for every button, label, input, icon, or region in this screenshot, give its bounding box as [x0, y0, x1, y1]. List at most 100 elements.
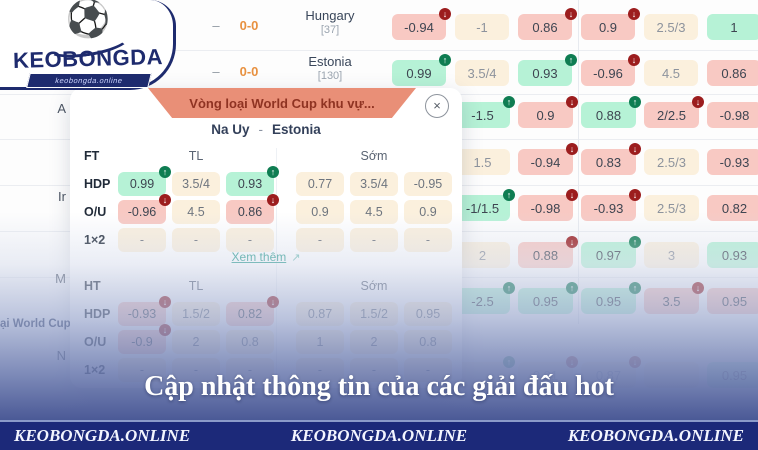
odds-pill[interactable]: - [404, 228, 452, 252]
footer-bar: KEOBONGDA.ONLINE KEOBONGDA.ONLINE KEOBON… [0, 420, 758, 450]
odds-group-som: 0.87 1.5/2 0.95 [296, 302, 452, 326]
odds-down-icon: ↓ [566, 96, 578, 108]
odds-pill[interactable]: 2 [172, 330, 220, 354]
odds-pill[interactable]: -0.98 [707, 102, 758, 128]
odds-pill[interactable]: 1.5 [455, 149, 510, 175]
team-name[interactable]: Estonia [308, 54, 352, 69]
team-name[interactable]: Hungary [305, 8, 355, 23]
odds-down-icon: ↓ [159, 296, 171, 308]
odds-pill[interactable]: 0.99 ↑ [392, 54, 451, 86]
odds-pill[interactable]: -0.96 ↓ [581, 54, 640, 86]
odds-pill[interactable]: 0.99 ↑ [118, 166, 171, 196]
odds-pill[interactable]: 3 [644, 242, 699, 268]
odds-pill[interactable]: -2.5 ↑ [455, 282, 515, 314]
odds-row: 0.99 ↑ 3.5/4 0.93 ↑ -0.96 ↓ 4.5 0.86 [392, 54, 758, 86]
odds-pill[interactable]: -0.96 ↓ [118, 194, 171, 224]
odds-down-icon: ↓ [566, 236, 578, 248]
odds-up-icon: ↑ [267, 166, 279, 178]
odds-pill[interactable]: - [296, 228, 344, 252]
odds-pill[interactable]: -1/1.5 ↑ [455, 189, 515, 221]
odds-pill[interactable]: 0.88 ↓ [518, 236, 578, 268]
team-rank: [130] [317, 70, 343, 83]
odds-pill[interactable]: -0.94 ↓ [518, 143, 578, 175]
odds-pill[interactable]: 0.9 [404, 200, 452, 224]
row-label-1x2: 1×2 [84, 233, 106, 247]
odds-pill[interactable]: 2.5/3 [644, 195, 699, 221]
odds-pill[interactable]: 2.5/3 [644, 149, 699, 175]
odds-pill[interactable]: 0.95 [707, 288, 758, 314]
section-label-ft: FT [84, 149, 100, 163]
see-more-link[interactable]: Xem thêm [231, 250, 287, 264]
odds-pill[interactable]: -0.93 [707, 149, 758, 175]
odds-pill[interactable]: 0.87 [296, 302, 344, 326]
odds-pill[interactable]: 4.5 [172, 200, 220, 224]
odds-pill[interactable]: 3.5/4 [350, 172, 398, 196]
odds-pill[interactable]: -0.93 ↓ [118, 296, 171, 326]
odds-pill[interactable]: 0.82 [707, 195, 758, 221]
odds-pill[interactable]: - [226, 228, 274, 252]
site-logo[interactable]: ⚽ KEOBONGDA keobongda.online [0, 0, 176, 90]
row-label-ou: O/U [84, 205, 107, 219]
odds-pill[interactable]: -1.5 ↑ [455, 96, 515, 128]
away-team: Estonia [272, 122, 321, 137]
odds-pill[interactable]: 2/2.5 ↓ [644, 96, 704, 128]
odds-pill[interactable]: 3.5 ↓ [644, 282, 704, 314]
odds-pill[interactable]: 0.93 ↑ [518, 54, 577, 86]
odds-pill[interactable]: 0.9 ↓ [581, 8, 640, 40]
odds-pill[interactable]: -0.98 ↓ [518, 189, 578, 221]
odds-pill[interactable]: -0.9 ↓ [118, 324, 171, 354]
odds-pill[interactable]: -0.93 ↓ [581, 189, 641, 221]
odds-row: -1.5 ↑ 0.9 ↓ 0.88 ↑ 2/2.5 ↓ -0.98 [455, 96, 758, 128]
odds-down-icon: ↓ [628, 54, 640, 66]
team-cell[interactable]: Estonia [130] [266, 54, 394, 84]
odds-pill[interactable]: 0.95 [404, 302, 452, 326]
odds-pill[interactable]: -1 [455, 14, 509, 40]
team-name-fragment: A [57, 101, 66, 116]
odds-pill[interactable]: 4.5 [644, 60, 698, 86]
odds-pill[interactable]: 0.95 ↑ [518, 282, 578, 314]
table-row[interactable]: – 0-0 Hungary [37] -0.94 ↓ -1 0.86 ↓ 0.9 ↓ 2.5/… [0, 4, 758, 50]
odds-pill[interactable]: 3.5/4 [172, 172, 220, 196]
odds-pill[interactable]: 0.86 [707, 60, 758, 86]
odds-pill[interactable]: 1 [296, 330, 344, 354]
odds-pill[interactable]: 0.9 ↓ [518, 96, 578, 128]
odds-pill[interactable]: 1.5/2 [350, 302, 398, 326]
odds-down-icon: ↓ [628, 8, 640, 20]
odds-pill[interactable]: 0.9 [296, 200, 344, 224]
odds-pill[interactable]: 0.97 ↑ [581, 236, 641, 268]
odds-pill[interactable]: 1 [707, 14, 758, 40]
odds-pill[interactable]: 2 [455, 242, 510, 268]
team-cell[interactable]: Hungary [37] [266, 8, 394, 38]
odds-pill[interactable]: -0.95 [404, 172, 452, 196]
odds-group-tl: --- [118, 228, 274, 252]
odds-pill[interactable]: -0.94 ↓ [392, 8, 451, 40]
odds-pill[interactable]: 0.93 ↑ [226, 166, 279, 196]
odds-pill[interactable]: 0.86 ↓ [226, 194, 279, 224]
odds-pill[interactable]: - [118, 228, 166, 252]
external-arrow-icon: ↗ [291, 252, 301, 264]
odds-pill[interactable]: 0.95 ↑ [581, 282, 641, 314]
odds-pill[interactable]: 4.5 [350, 200, 398, 224]
odds-pill[interactable]: 2.5/3 [644, 14, 698, 40]
odds-pill[interactable]: 0.93 [707, 242, 758, 268]
odds-pill[interactable]: 0.77 [296, 172, 344, 196]
odds-group-som: 0.9 4.5 0.9 [296, 200, 452, 224]
odds-pill[interactable]: 0.8 [226, 330, 274, 354]
odds-pill[interactable]: 0.82 ↓ [226, 296, 279, 326]
odds-up-icon: ↑ [629, 236, 641, 248]
table-row[interactable]: – 0-0 Estonia [130] 0.99 ↑ 3.5/4 0.93 ↑ -0.96… [0, 50, 758, 96]
odds-pill[interactable]: 3.5/4 [455, 60, 509, 86]
odds-pill[interactable]: 2 [350, 330, 398, 354]
see-more-row: Xem thêm ↗ [70, 250, 462, 264]
odds-down-icon: ↓ [566, 189, 578, 201]
footer-site-name: KEOBONGDA.ONLINE [14, 426, 191, 445]
odds-pill[interactable]: - [172, 228, 220, 252]
odds-pill[interactable]: 0.86 ↓ [518, 8, 577, 40]
odds-pill[interactable]: 1.5/2 [172, 302, 220, 326]
odds-pill[interactable]: 0.83 ↓ [581, 143, 641, 175]
odds-pill[interactable]: 0.8 [404, 330, 452, 354]
close-icon[interactable]: × [425, 94, 449, 118]
odds-pill[interactable]: - [350, 228, 398, 252]
odds-pill[interactable]: 0.88 ↑ [581, 96, 641, 128]
